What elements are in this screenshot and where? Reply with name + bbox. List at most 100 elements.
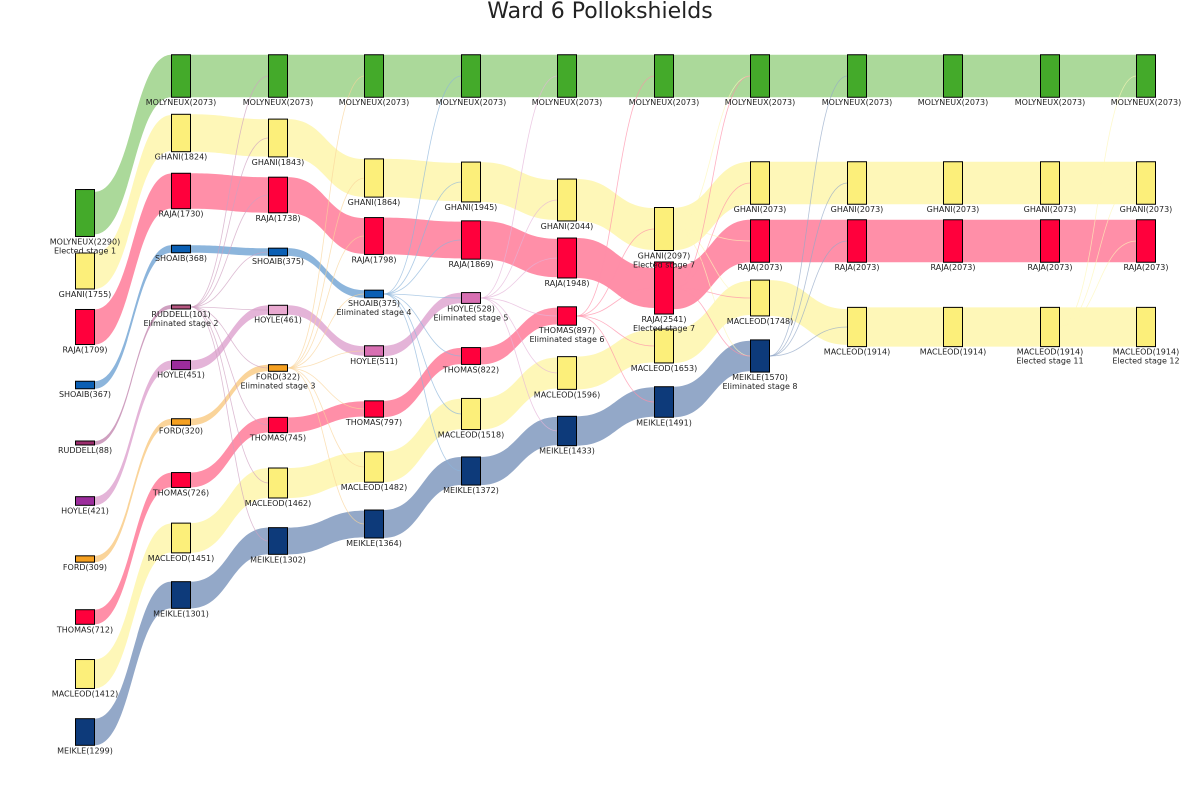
transfer-ghani-to-molyneux (673, 75, 751, 230)
transfer-raja-to-macleod (673, 287, 751, 299)
transfer-ruddell-to-macleod (190, 306, 269, 484)
node-macleod-stage-11 (1040, 306, 1060, 348)
transfer-meikle-to-raja (769, 240, 848, 357)
node-label: RAJA(1798) (352, 255, 397, 264)
node-ruddell-stage-1 (75, 440, 95, 446)
node-label: MOLYNEUX(2073) (1015, 98, 1085, 107)
flow-molyneux-stage-3 (287, 54, 365, 98)
node-ghani-stage-4 (364, 158, 384, 198)
transfer-ford-to-molyneux (287, 75, 365, 369)
transfer-macleod-to-molyneux (1059, 75, 1137, 328)
node-label: MACLEOD(1518) (438, 431, 504, 440)
node-ghani-stage-1 (75, 252, 95, 290)
node-molyneux-stage-11 (1040, 54, 1060, 98)
node-macleod-stage-2 (171, 522, 191, 554)
transfer-hoyle-to-raja (480, 257, 558, 299)
flow-molyneux-stage-8 (769, 54, 848, 98)
node-label: MOLYNEUX(2073) (629, 98, 699, 107)
node-ghani-stage-2 (171, 113, 191, 153)
transfer-ruddell-to-molyneux (190, 75, 269, 308)
flow-meikle-stage-2 (190, 527, 269, 609)
node-molyneux-stage-7 (654, 54, 674, 98)
node-label: SHOAIB(368) (155, 254, 207, 263)
transfer-raja-to-ghani (673, 182, 751, 289)
node-label: MEIKLE(1570) (732, 373, 788, 382)
flow-ghani-stage-10 (962, 161, 1041, 205)
flow-ghani-stage-3 (287, 119, 365, 197)
node-ford-stage-1 (75, 555, 95, 563)
node-status-note: Eliminated stage 5 (433, 313, 508, 322)
flow-hoyle-stage-1 (94, 360, 172, 506)
node-label: MACLEOD(1748) (727, 317, 793, 326)
node-status-note: Eliminated stage 4 (336, 308, 411, 317)
node-molyneux-stage-6 (557, 54, 577, 98)
node-molyneux-stage-4 (364, 54, 384, 98)
node-meikle-stage-4 (364, 509, 384, 539)
node-status-note: Elected stage 1 (54, 246, 116, 255)
node-label: HOYLE(528) (447, 304, 495, 313)
node-label: RUDDELL(88) (58, 446, 112, 455)
node-ford-stage-3 (268, 364, 288, 372)
transfer-hoyle-to-macleod (480, 297, 558, 374)
transfer-shoaib-to-ghani (383, 181, 462, 295)
flow-ghani-stage-6 (576, 179, 655, 250)
transfer-hoyle-to-molyneux (480, 75, 558, 299)
node-ghani-stage-3 (268, 118, 288, 158)
node-status-note: Eliminated stage 2 (143, 319, 218, 328)
node-raja-stage-4 (364, 217, 384, 255)
node-label: MEIKLE(1491) (636, 418, 692, 427)
node-label: FORD(322) (256, 372, 300, 381)
node-meikle-stage-6 (557, 415, 577, 447)
node-label: MOLYNEUX(2290) (50, 237, 120, 246)
transfer-shoaib-to-thomas (383, 293, 462, 357)
node-ghani-stage-9 (847, 161, 867, 205)
node-thomas-stage-1 (75, 609, 95, 625)
node-ghani-stage-6 (557, 178, 577, 222)
transfer-shoaib-to-hoyle (383, 293, 462, 299)
node-meikle-stage-7 (654, 386, 674, 418)
node-label: MOLYNEUX(2073) (436, 98, 506, 107)
node-macleod-stage-6 (557, 356, 577, 390)
node-shoaib-stage-1 (75, 380, 95, 390)
transfer-shoaib-to-raja (383, 239, 462, 295)
node-raja-stage-10 (943, 219, 963, 263)
node-label: RAJA(1738) (256, 214, 301, 223)
node-label: MACLEOD(1914) (824, 348, 890, 357)
node-label: FORD(309) (63, 563, 107, 572)
node-hoyle-stage-5 (461, 292, 481, 304)
node-label: RAJA(2073) (738, 263, 783, 272)
transfer-shoaib-to-molyneux (383, 75, 462, 295)
node-label: THOMAS(726) (152, 488, 209, 497)
flow-thomas-stage-2 (190, 417, 269, 488)
flow-meikle-stage-5 (480, 416, 558, 486)
node-thomas-stage-6 (557, 306, 577, 326)
node-ghani-stage-11 (1040, 161, 1060, 205)
node-label: MOLYNEUX(2073) (146, 98, 216, 107)
node-ghani-stage-12 (1136, 161, 1156, 205)
node-molyneux-stage-2 (171, 54, 191, 98)
node-raja-stage-5 (461, 220, 481, 260)
transfer-shoaib-to-macleod (383, 293, 462, 415)
node-label: THOMAS(897) (538, 326, 595, 335)
node-status-note: Eliminated stage 6 (529, 335, 604, 344)
transfer-ford-to-meikle (287, 367, 365, 525)
node-label: MOLYNEUX(2073) (725, 98, 795, 107)
node-label: GHANI(2073) (1120, 205, 1173, 214)
node-label: MOLYNEUX(2073) (243, 98, 313, 107)
flow-ghani-stage-1 (94, 115, 172, 289)
node-macleod-stage-12 (1136, 306, 1156, 348)
node-ruddell-stage-2 (171, 304, 191, 310)
node-label: HOYLE(421) (61, 506, 109, 515)
flow-macleod-stage-9 (866, 307, 944, 347)
flow-meikle-stage-7 (673, 340, 751, 418)
transfer-ruddell-to-ghani (190, 137, 269, 308)
node-ghani-stage-7 (654, 207, 674, 251)
node-molyneux-stage-10 (943, 54, 963, 98)
transfer-meikle-to-macleod (769, 326, 848, 357)
transfer-thomas-to-ghani (576, 228, 655, 317)
flow-ghani-stage-8 (769, 161, 848, 205)
node-raja-stage-12 (1136, 219, 1156, 263)
node-label: RAJA(1709) (63, 346, 108, 355)
flow-meikle-stage-6 (576, 387, 655, 446)
node-label: THOMAS(797) (345, 418, 402, 427)
